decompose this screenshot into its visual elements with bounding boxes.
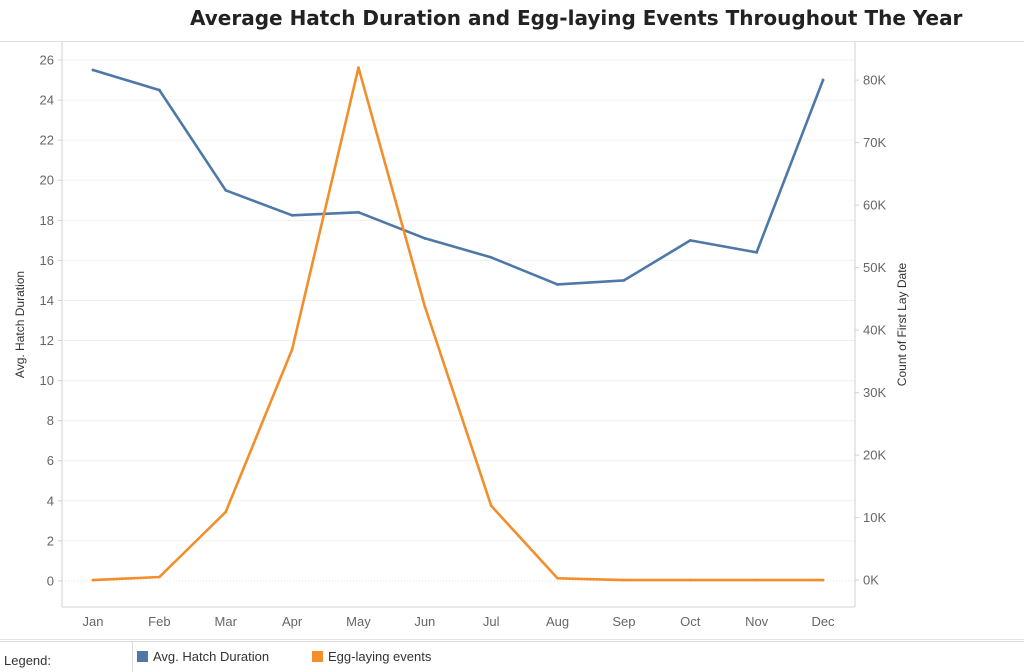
point-hatch-duration-jul	[489, 255, 493, 259]
left-tick-label: 12	[40, 333, 54, 348]
x-tick-label: Oct	[680, 614, 701, 629]
x-tick-label: Feb	[148, 614, 170, 629]
series-line-egg-laying	[91, 66, 825, 582]
right-axis-title: Count of First Lay Date	[895, 262, 909, 386]
x-tick-label: May	[346, 614, 371, 629]
point-egg-laying-jun	[423, 304, 427, 308]
legend: Legend: Avg. Hatch Duration Egg-laying e…	[0, 641, 1024, 672]
right-tick-label: 80K	[863, 73, 886, 88]
legend-divider	[132, 642, 133, 672]
legend-label-egg-laying: Egg-laying events	[328, 649, 432, 664]
left-tick-label: 20	[40, 173, 54, 188]
right-tick-label: 10K	[863, 510, 886, 525]
point-egg-laying-nov	[755, 578, 759, 582]
x-tick-label: Jul	[483, 614, 500, 629]
left-tick-label: 16	[40, 253, 54, 268]
legend-item-egg-laying[interactable]: Egg-laying events	[312, 649, 431, 664]
series-line-hatch-duration	[91, 68, 825, 286]
x-tick-label: Apr	[282, 614, 303, 629]
right-tick-label: 50K	[863, 260, 886, 275]
x-tick-label: Aug	[546, 614, 569, 629]
point-egg-laying-jul	[489, 504, 493, 508]
right-tick-label: 40K	[863, 323, 886, 338]
left-tick-label: 26	[40, 53, 54, 68]
series-layer	[91, 66, 825, 582]
legend-title: Legend:	[4, 653, 51, 668]
point-hatch-duration-jun	[423, 236, 427, 240]
left-tick-label: 8	[47, 413, 54, 428]
point-hatch-duration-dec	[821, 78, 825, 82]
point-hatch-duration-nov	[755, 250, 759, 254]
legend-swatch-egg-laying	[312, 651, 323, 662]
right-tick-label: 0K	[863, 573, 879, 588]
point-egg-laying-mar	[224, 510, 228, 514]
legend-label-hatch-duration: Avg. Hatch Duration	[153, 649, 270, 664]
left-tick-label: 2	[47, 533, 54, 548]
left-tick-label: 24	[40, 93, 54, 108]
right-tick-label: 30K	[863, 385, 886, 400]
left-tick-label: 22	[40, 133, 54, 148]
point-hatch-duration-oct	[688, 238, 692, 242]
legend-swatch-hatch-duration	[137, 651, 148, 662]
point-egg-laying-oct	[688, 578, 692, 582]
point-egg-laying-feb	[157, 575, 161, 579]
right-tick-label: 70K	[863, 135, 886, 150]
point-hatch-duration-feb	[157, 88, 161, 92]
point-hatch-duration-sep	[622, 279, 626, 282]
right-axis: 0K 10K 20K 30K 40K 50K 60K 70K 80K Count of First…	[855, 73, 909, 588]
x-tick-label: Nov	[745, 614, 769, 629]
right-tick-label: 60K	[863, 198, 886, 213]
chart-title: Average Hatch Duration and Egg-laying Ev…	[190, 6, 963, 30]
point-egg-laying-apr	[290, 348, 294, 351]
point-egg-laying-aug	[556, 576, 559, 580]
left-tick-label: 6	[47, 453, 54, 468]
left-axis-title: Avg. Hatch Duration	[13, 271, 27, 378]
x-tick-label: Jun	[414, 614, 435, 629]
gridlines	[62, 59, 855, 582]
point-egg-laying-may	[357, 66, 360, 70]
point-hatch-duration-apr	[290, 213, 294, 217]
point-hatch-duration-aug	[556, 283, 559, 286]
point-hatch-duration-mar	[224, 188, 228, 192]
left-tick-label: 14	[40, 293, 54, 308]
x-tick-label: Jan	[83, 614, 104, 629]
left-tick-label: 18	[40, 213, 54, 228]
point-egg-laying-dec	[821, 578, 825, 582]
right-tick-label: 20K	[863, 448, 886, 463]
x-tick-label: Mar	[215, 614, 238, 629]
x-tick-label: Dec	[811, 614, 835, 629]
point-egg-laying-sep	[622, 578, 626, 582]
point-hatch-duration-jan	[91, 68, 95, 72]
x-tick-label: Sep	[612, 614, 635, 629]
left-tick-label: 10	[40, 373, 54, 388]
x-axis: Jan Feb Mar Apr May Jun Jul Aug Sep Oct Nov Dec	[83, 614, 836, 629]
legend-item-hatch-duration[interactable]: Avg. Hatch Duration	[137, 649, 269, 664]
point-hatch-duration-may	[357, 210, 360, 214]
left-tick-label: 0	[47, 573, 54, 588]
plot-frame	[0, 41, 1024, 640]
left-tick-label: 4	[47, 493, 54, 508]
point-egg-laying-jan	[91, 578, 95, 582]
